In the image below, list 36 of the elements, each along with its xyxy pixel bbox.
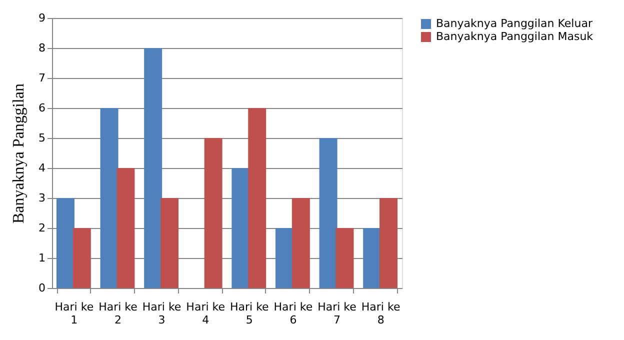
y-axis-title: Banyaknya Panggilan [10, 84, 28, 224]
bar [160, 198, 179, 288]
bar [319, 138, 338, 288]
bar [248, 108, 266, 288]
bar [144, 48, 162, 288]
y-tick-label: 8 [38, 42, 46, 54]
legend-label: Banyaknya Panggilan Keluar [436, 17, 593, 30]
x-tick-label: Hari ke 6 [274, 300, 313, 326]
bar [380, 198, 398, 288]
bar [204, 138, 222, 288]
y-tick-label: 2 [38, 222, 46, 234]
x-tick-label: Hari ke 8 [361, 300, 400, 326]
x-tick-label: Hari ke 4 [186, 300, 226, 326]
y-tick-label: 5 [38, 132, 46, 144]
bar [116, 168, 135, 288]
bar [56, 198, 74, 288]
bar [336, 228, 354, 288]
bar [363, 228, 382, 288]
bar [72, 228, 91, 288]
y-tick-label: 3 [38, 192, 46, 204]
x-tick-label: Hari ke 7 [318, 300, 357, 326]
y-tick-label: 4 [38, 162, 46, 174]
y-tick-label: 1 [38, 252, 46, 264]
x-tick-label: Hari ke 1 [54, 300, 94, 326]
bar [292, 198, 310, 288]
x-tick-label: Hari ke 2 [98, 300, 138, 326]
bar [100, 108, 118, 288]
y-tick-label: 7 [38, 72, 46, 84]
bar [275, 228, 294, 288]
y-tick-label: 6 [38, 102, 46, 114]
y-tick-label: 9 [38, 12, 46, 24]
legend-label: Banyaknya Panggilan Masuk [436, 30, 594, 43]
y-tick-label: 0 [38, 282, 46, 294]
x-tick-label: Hari ke 3 [142, 300, 182, 326]
x-tick-label: Hari ke 5 [230, 300, 270, 326]
bar [232, 168, 250, 288]
